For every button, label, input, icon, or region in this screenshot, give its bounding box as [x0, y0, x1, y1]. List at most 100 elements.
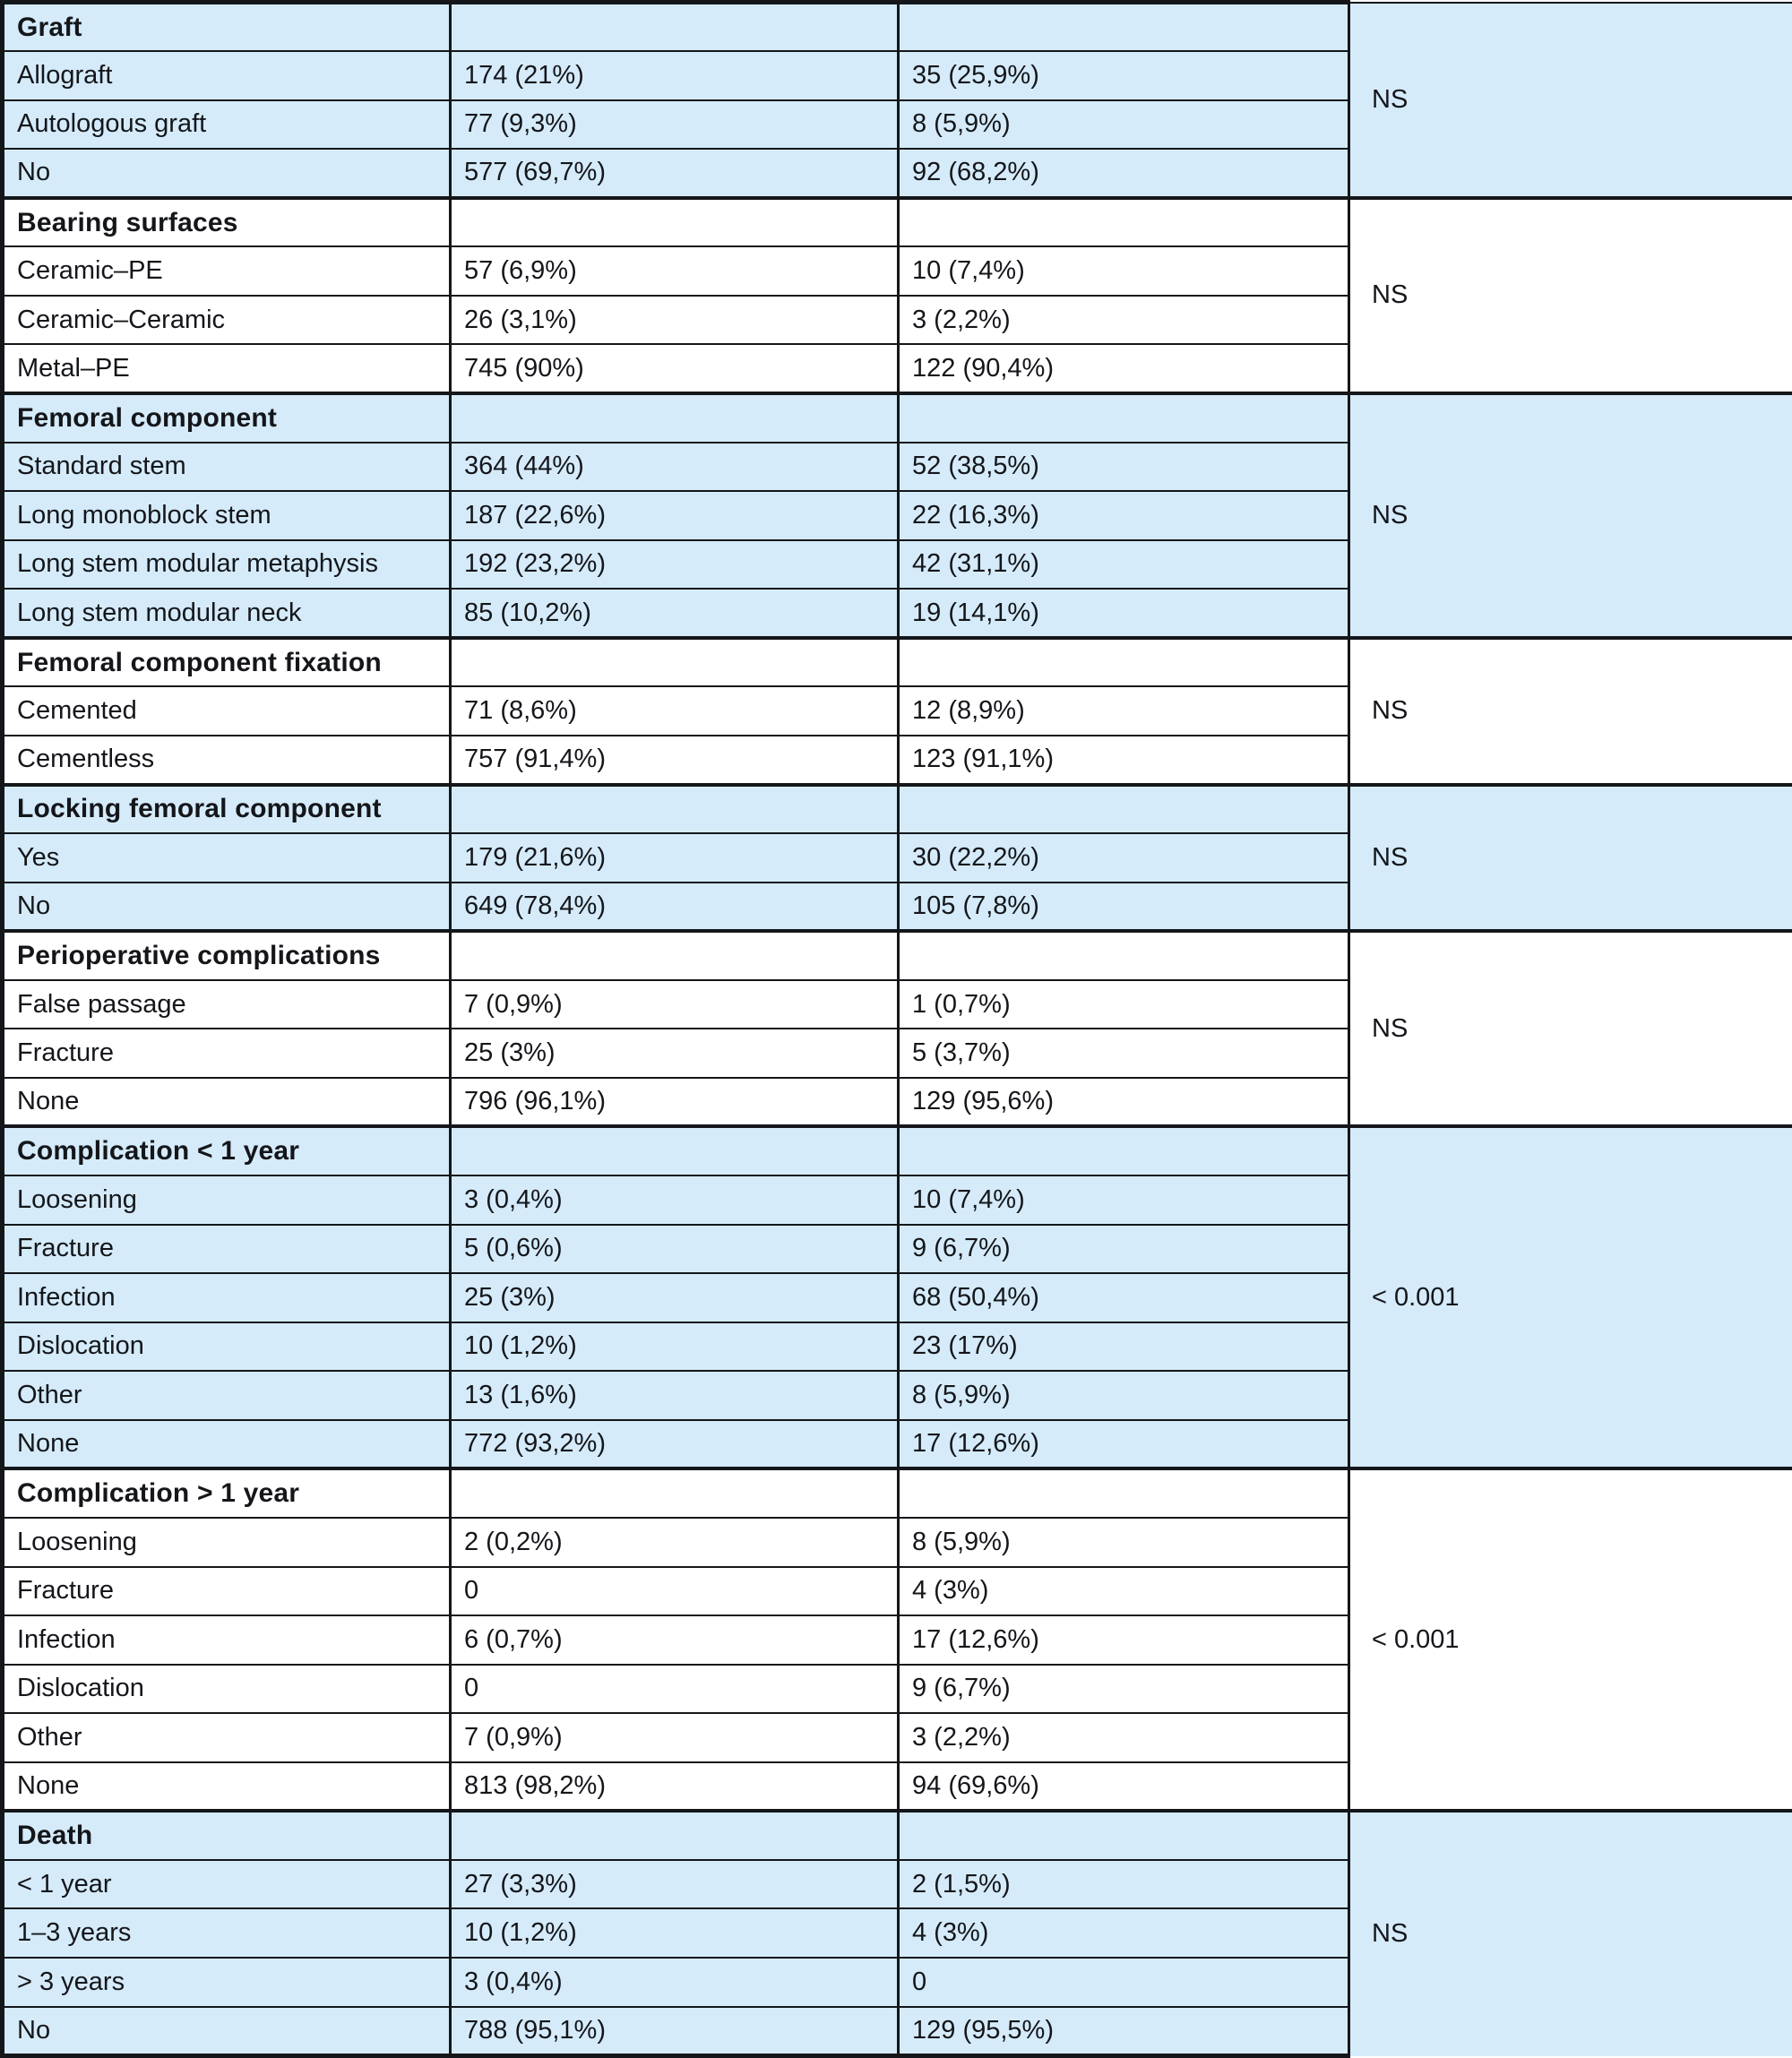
table-row: Yes 179 (21,6%) 30 (22,2%) — [0, 832, 1792, 883]
value-cell-group1: 757 (91,4%) — [449, 734, 900, 786]
value-cell-group2: 129 (95,6%) — [897, 1076, 1350, 1128]
value-cell-group2: 9 (6,7%) — [897, 1223, 1350, 1275]
table-row: None 796 (96,1%) 129 (95,6%) — [0, 1076, 1792, 1128]
value-cell-group1: 796 (96,1%) — [449, 1076, 900, 1128]
value-cell-group1: 179 (21,6%) — [449, 832, 900, 883]
section-header-row: Perioperative complications NS — [0, 929, 1792, 1128]
table-row: Ceramic–Ceramic 26 (3,1%) 3 (2,2%) — [0, 294, 1792, 346]
value-cell-group1: 25 (3%) — [449, 1272, 900, 1323]
value-cell-group1: 745 (90%) — [449, 343, 900, 394]
empty-cell — [897, 1809, 1350, 1861]
row-label-cell: Ceramic–PE — [0, 245, 452, 297]
row-label-cell: Yes — [0, 832, 452, 883]
row-label-cell: Loosening — [0, 1175, 452, 1226]
row-label-cell: Loosening — [0, 1516, 452, 1568]
value-cell-group2: 10 (7,4%) — [897, 1175, 1350, 1226]
table-row: Infection 6 (0,7%) 17 (12,6%) — [0, 1615, 1792, 1666]
empty-cell — [449, 0, 900, 53]
section-header-row: Graft NS — [0, 0, 1792, 199]
row-label-cell: No — [0, 2005, 452, 2058]
row-label-cell: No — [0, 881, 452, 933]
value-cell-group1: 3 (0,4%) — [449, 1175, 900, 1226]
section-header-cell: Complication > 1 year — [0, 1467, 452, 1519]
row-label-cell: Infection — [0, 1272, 452, 1323]
row-label-cell: Standard stem — [0, 441, 452, 493]
empty-cell — [449, 392, 900, 443]
p-value-cell: < 0.001 — [1348, 1124, 1792, 1470]
value-cell-group1: 0 — [449, 1565, 900, 1617]
value-cell-group1: 5 (0,6%) — [449, 1223, 900, 1275]
p-value-cell: < 0.001 — [1348, 1467, 1792, 1813]
table-row: Long stem modular metaphysis 192 (23,2%) 4… — [0, 538, 1792, 590]
value-cell-group2: 68 (50,4%) — [897, 1272, 1350, 1323]
value-cell-group1: 3 (0,4%) — [449, 1957, 900, 2008]
value-cell-group2: 9 (6,7%) — [897, 1663, 1350, 1715]
empty-cell — [449, 1467, 900, 1519]
section-header-row: Complication < 1 year < 0.001 — [0, 1124, 1792, 1470]
section-header-cell: Locking femoral component — [0, 782, 452, 835]
value-cell-group2: 122 (90,4%) — [897, 343, 1350, 394]
value-cell-group1: 0 — [449, 1663, 900, 1715]
value-cell-group1: 813 (98,2%) — [449, 1761, 900, 1813]
value-cell-group1: 7 (0,9%) — [449, 978, 900, 1030]
empty-cell — [897, 635, 1350, 688]
value-cell-group1: 25 (3%) — [449, 1028, 900, 1079]
row-label-cell: Other — [0, 1712, 452, 1763]
section-header-cell: Complication < 1 year — [0, 1124, 452, 1176]
table-row: Long stem modular neck 85 (10,2%) 19 (14,1… — [0, 588, 1792, 639]
table-row: Cemented 71 (8,6%) 12 (8,9%) — [0, 685, 1792, 736]
row-label-cell: Cemented — [0, 685, 452, 736]
table-row: None 772 (93,2%) 17 (12,6%) — [0, 1418, 1792, 1470]
p-value-cell: NS — [1348, 1, 1792, 199]
value-cell-group2: 22 (16,3%) — [897, 490, 1350, 541]
p-value-cell: NS — [1348, 195, 1792, 395]
section-header-cell: Femoral component — [0, 392, 452, 443]
table-row: Standard stem 364 (44%) 52 (38,5%) — [0, 441, 1792, 493]
p-value-cell: NS — [1348, 392, 1792, 639]
table-row: Other 7 (0,9%) 3 (2,2%) — [0, 1712, 1792, 1763]
value-cell-group1: 13 (1,6%) — [449, 1370, 900, 1421]
row-label-cell: Fracture — [0, 1223, 452, 1275]
empty-cell — [897, 929, 1350, 981]
section-header-cell: Death — [0, 1809, 452, 1861]
empty-cell — [449, 635, 900, 688]
section-header-cell: Femoral component fixation — [0, 635, 452, 688]
row-label-cell: > 3 years — [0, 1957, 452, 2008]
value-cell-group2: 17 (12,6%) — [897, 1418, 1350, 1470]
table-row: Autologous graft 77 (9,3%) 8 (5,9%) — [0, 99, 1792, 151]
section-header-row: Femoral component fixation NS — [0, 635, 1792, 786]
table-row: 1–3 years 10 (1,2%) 4 (3%) — [0, 1907, 1792, 1959]
value-cell-group1: 788 (95,1%) — [449, 2005, 900, 2058]
table-row: Infection 25 (3%) 68 (50,4%) — [0, 1272, 1792, 1323]
table-row: Loosening 2 (0,2%) 8 (5,9%) — [0, 1516, 1792, 1568]
table-row: > 3 years 3 (0,4%) 0 — [0, 1957, 1792, 2008]
value-cell-group2: 2 (1,5%) — [897, 1858, 1350, 1910]
row-label-cell: None — [0, 1761, 452, 1813]
table-row: Dislocation 0 9 (6,7%) — [0, 1663, 1792, 1715]
section-header-row: Bearing surfaces NS — [0, 195, 1792, 395]
value-cell-group1: 57 (6,9%) — [449, 245, 900, 297]
table-row: None 813 (98,2%) 94 (69,6%) — [0, 1761, 1792, 1813]
row-label-cell: No — [0, 148, 452, 199]
row-label-cell: Metal–PE — [0, 343, 452, 394]
table-row: < 1 year 27 (3,3%) 2 (1,5%) — [0, 1858, 1792, 1910]
value-cell-group2: 3 (2,2%) — [897, 1712, 1350, 1763]
empty-cell — [897, 195, 1350, 248]
value-cell-group1: 85 (10,2%) — [449, 588, 900, 639]
empty-cell — [449, 195, 900, 248]
empty-cell — [449, 929, 900, 981]
row-label-cell: Fracture — [0, 1028, 452, 1079]
value-cell-group2: 1 (0,7%) — [897, 978, 1350, 1030]
value-cell-group2: 105 (7,8%) — [897, 881, 1350, 933]
value-cell-group1: 10 (1,2%) — [449, 1321, 900, 1373]
table-row: Cementless 757 (91,4%) 123 (91,1%) — [0, 734, 1792, 786]
empty-cell — [449, 1809, 900, 1861]
section-header-row: Locking femoral component NS — [0, 782, 1792, 933]
row-label-cell: Long monoblock stem — [0, 490, 452, 541]
value-cell-group2: 8 (5,9%) — [897, 1370, 1350, 1421]
value-cell-group2: 92 (68,2%) — [897, 148, 1350, 199]
row-label-cell: 1–3 years — [0, 1907, 452, 1959]
table-row: Long monoblock stem 187 (22,6%) 22 (16,3%) — [0, 490, 1792, 541]
